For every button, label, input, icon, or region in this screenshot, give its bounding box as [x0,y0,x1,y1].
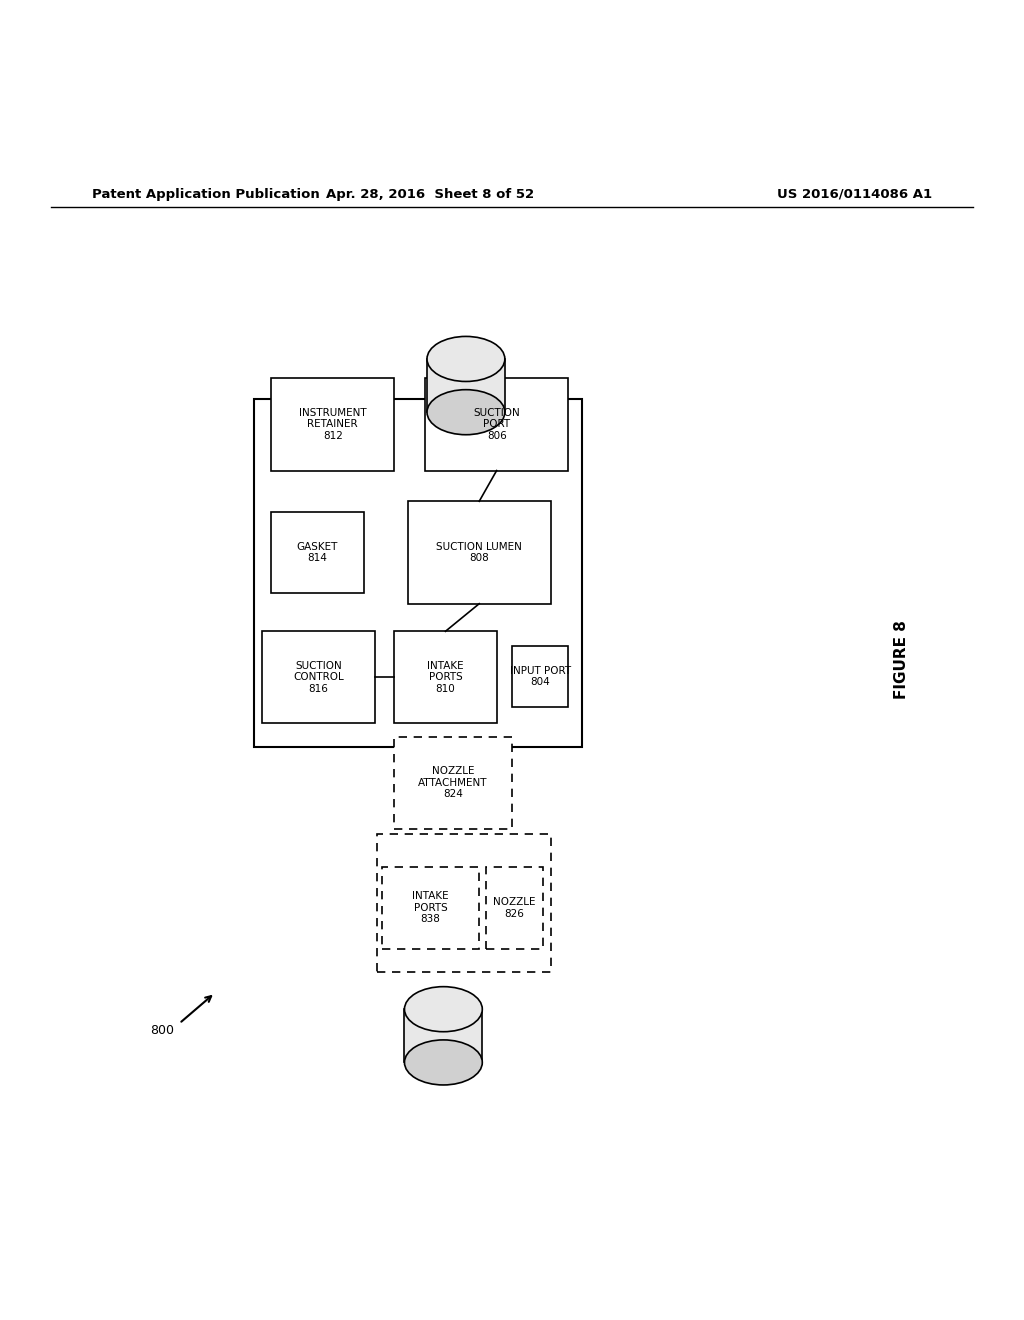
FancyBboxPatch shape [512,645,568,708]
Text: Patent Application Publication: Patent Application Publication [92,187,319,201]
Ellipse shape [427,337,505,381]
Text: SUCTION
PORT
806: SUCTION PORT 806 [473,408,520,441]
FancyBboxPatch shape [271,512,364,594]
Text: INTAKE
PORTS
810: INTAKE PORTS 810 [427,661,464,694]
FancyBboxPatch shape [271,379,394,470]
Text: Apr. 28, 2016  Sheet 8 of 52: Apr. 28, 2016 Sheet 8 of 52 [326,187,535,201]
Text: INSTRUMENT
RETAINER
812: INSTRUMENT RETAINER 812 [299,408,367,441]
Text: FIGURE 8: FIGURE 8 [894,620,908,700]
FancyBboxPatch shape [382,867,479,949]
FancyBboxPatch shape [262,631,375,723]
Ellipse shape [404,986,482,1032]
Ellipse shape [404,1040,482,1085]
FancyBboxPatch shape [425,379,568,470]
Text: NOZZLE
826: NOZZLE 826 [494,898,536,919]
Ellipse shape [427,389,505,434]
FancyBboxPatch shape [486,867,543,949]
Text: INTAKE
PORTS
838: INTAKE PORTS 838 [413,891,449,924]
FancyBboxPatch shape [394,737,512,829]
Text: SUCTION LUMEN
808: SUCTION LUMEN 808 [436,541,522,564]
FancyBboxPatch shape [408,502,551,603]
FancyBboxPatch shape [377,834,551,973]
Text: SUCTION
CONTROL
816: SUCTION CONTROL 816 [293,661,344,694]
Text: GASKET
814: GASKET 814 [297,541,338,564]
Text: 800: 800 [150,1024,174,1038]
FancyBboxPatch shape [254,399,582,747]
Text: US 2016/0114086 A1: US 2016/0114086 A1 [777,187,932,201]
Text: NOZZLE
ATTACHMENT
824: NOZZLE ATTACHMENT 824 [419,767,487,800]
FancyBboxPatch shape [427,359,505,412]
FancyBboxPatch shape [404,1010,482,1063]
FancyBboxPatch shape [394,631,497,723]
Text: INPUT PORT
804: INPUT PORT 804 [510,665,570,688]
